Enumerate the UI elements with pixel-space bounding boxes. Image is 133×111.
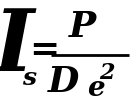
Text: s: s [22, 66, 36, 90]
Text: e: e [87, 75, 105, 102]
Text: D: D [48, 65, 80, 99]
Text: =: = [29, 33, 59, 67]
Text: I: I [0, 5, 33, 88]
Text: 2: 2 [99, 62, 114, 84]
Text: P: P [69, 10, 96, 44]
